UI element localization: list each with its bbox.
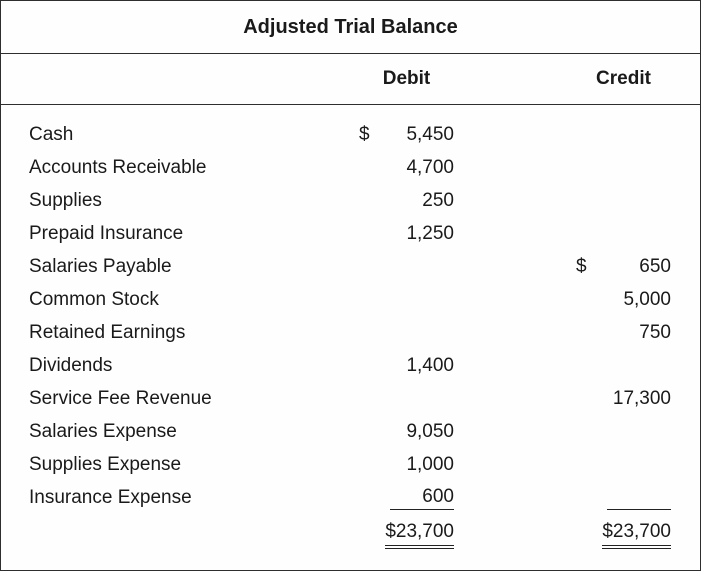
- debit-amount-cell: 4,700: [359, 157, 454, 179]
- total-credit-cell: $23,700: [576, 521, 671, 549]
- table-row: Dividends 1,400: [1, 349, 700, 382]
- table-title: Adjusted Trial Balance: [1, 1, 700, 54]
- table-row: Supplies 250: [1, 184, 700, 217]
- credit-dollar-sign: $: [576, 255, 587, 277]
- credit-column-header: Credit: [596, 68, 651, 89]
- table-row: Cash $ 5,450: [1, 118, 700, 151]
- account-name: Dividends: [29, 354, 113, 376]
- debit-amount-cell: 600: [359, 486, 454, 510]
- credit-value: 5,000: [623, 288, 671, 310]
- totals-row: $23,700 $23,700: [1, 514, 700, 552]
- debit-amount-cell: 1,000: [359, 454, 454, 476]
- debit-value: 250: [422, 189, 454, 211]
- table-row: Supplies Expense 1,000: [1, 448, 700, 481]
- table-row: Accounts Receivable 4,700: [1, 151, 700, 184]
- debit-value: 1,400: [406, 354, 454, 376]
- account-name: Salaries Payable: [29, 255, 172, 277]
- account-name: Retained Earnings: [29, 321, 186, 343]
- table-row: Service Fee Revenue 17,300: [1, 382, 700, 415]
- account-name: Common Stock: [29, 288, 159, 310]
- credit-value: 650: [639, 255, 671, 277]
- debit-value: 5,450: [406, 123, 454, 145]
- table-body: Cash $ 5,450 Accounts Receivable 4,700 S…: [1, 105, 700, 552]
- debit-value: 1,250: [406, 222, 454, 244]
- total-credit-amount: $23,700: [602, 521, 671, 549]
- column-headers: Debit Credit: [1, 54, 700, 105]
- debit-value: 4,700: [406, 156, 454, 178]
- total-debit-amount: $23,700: [385, 521, 454, 549]
- debit-value: 1,000: [406, 453, 454, 475]
- debit-dollar-sign: $: [359, 123, 370, 145]
- credit-amount-cell: 5,000: [576, 289, 671, 311]
- credit-value: 17,300: [612, 387, 671, 409]
- credit-amount-cell: 750: [576, 322, 671, 344]
- debit-column-header: Debit: [382, 68, 431, 89]
- debit-amount-cell: 1,400: [359, 355, 454, 377]
- account-name: Supplies Expense: [29, 453, 182, 475]
- credit-amount-cell: $ 650: [576, 256, 671, 278]
- account-name: Prepaid Insurance: [29, 222, 184, 244]
- total-debit-cell: $23,700: [359, 521, 454, 549]
- debit-amount-cell: $ 5,450: [359, 124, 454, 146]
- account-name: Supplies: [29, 189, 102, 211]
- debit-amount-cell: 250: [359, 190, 454, 212]
- table-row: Salaries Expense 9,050: [1, 415, 700, 448]
- account-rows: Cash $ 5,450 Accounts Receivable 4,700 S…: [1, 118, 700, 514]
- debit-amount-cell: 9,050: [359, 421, 454, 443]
- debit-value: 600: [390, 486, 454, 510]
- credit-value: 750: [639, 321, 671, 343]
- account-name: Accounts Receivable: [29, 156, 207, 178]
- credit-amount-cell: [576, 486, 671, 510]
- account-name: Cash: [29, 123, 74, 145]
- credit-amount-cell: 17,300: [576, 388, 671, 410]
- debit-value: 9,050: [406, 420, 454, 442]
- table-row: Prepaid Insurance 1,250: [1, 217, 700, 250]
- credit-value: [607, 486, 671, 510]
- table-row: Retained Earnings 750: [1, 316, 700, 349]
- account-name: Service Fee Revenue: [29, 387, 212, 409]
- table-row: Common Stock 5,000: [1, 283, 700, 316]
- table-row: Salaries Payable $ 650: [1, 250, 700, 283]
- account-name: Salaries Expense: [29, 420, 177, 442]
- table-row: Insurance Expense 600: [1, 481, 700, 514]
- debit-amount-cell: 1,250: [359, 223, 454, 245]
- account-name: Insurance Expense: [29, 486, 192, 508]
